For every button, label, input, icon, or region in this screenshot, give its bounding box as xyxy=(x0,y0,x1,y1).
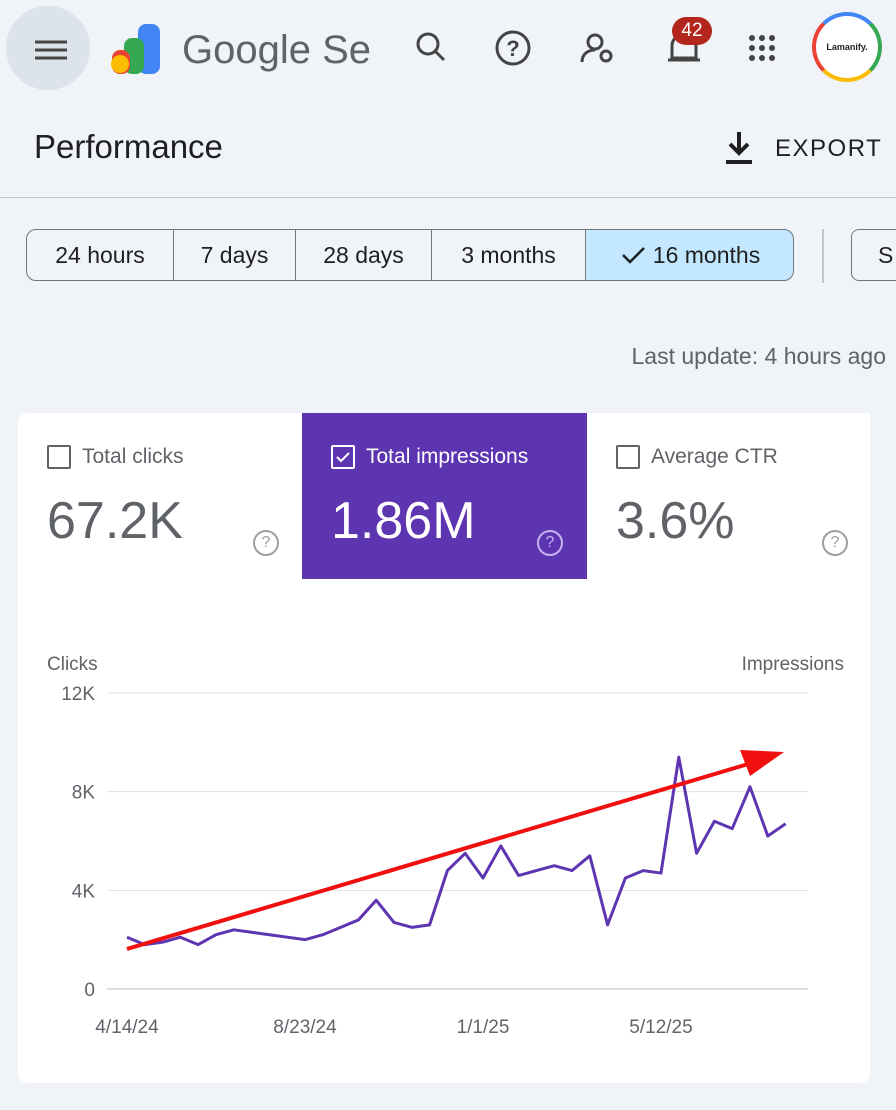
metric-card[interactable]: Total clicks 67.2K? xyxy=(18,413,302,579)
chart: Clicks Impressions 0 4K 8K 12K 4/14/24 8/23/2… xyxy=(47,654,844,1038)
x-tick-label: 5/12/25 xyxy=(629,1017,692,1038)
metric-label: Average CTR xyxy=(651,445,778,468)
filter-button[interactable]: 24 hours xyxy=(26,229,174,281)
check-icon xyxy=(336,452,350,463)
y2-axis-label: Impressions xyxy=(742,654,844,675)
metric-value: 1.86M xyxy=(331,492,476,550)
trend-arrow xyxy=(126,750,784,951)
metric-label: Total clicks xyxy=(82,445,184,468)
separator xyxy=(822,229,824,283)
help-icon: ? xyxy=(253,530,279,556)
divider xyxy=(0,197,896,198)
x-tick-label: 8/23/24 xyxy=(273,1017,337,1038)
metric-label: Total impressions xyxy=(366,445,529,468)
notification-badge: 42 xyxy=(672,17,712,45)
logo xyxy=(111,24,160,74)
avatar-text: Lamanify. xyxy=(826,42,868,52)
filter-label: 7 days xyxy=(200,241,269,268)
checkbox xyxy=(616,445,640,469)
y-tick-label: 8K xyxy=(72,783,96,804)
help-icon: ? xyxy=(822,530,848,556)
last-update: Last update: 4 hours ago xyxy=(631,343,886,369)
y-tick-label: 12K xyxy=(61,684,95,705)
filter-button[interactable]: 7 days xyxy=(173,229,296,281)
metric-value: 67.2K xyxy=(47,492,183,550)
metric-card[interactable]: Average CTR 3.6%? xyxy=(587,413,870,579)
metric-value: 3.6% xyxy=(616,492,735,550)
checkbox xyxy=(331,445,355,469)
filter-button[interactable]: 28 days xyxy=(295,229,432,281)
product-name: Google Se xyxy=(182,28,372,72)
y-tick-label: 4K xyxy=(72,881,96,902)
filter-label: 24 hours xyxy=(55,241,145,268)
menu-icon xyxy=(35,40,67,60)
y-axis-label: Clicks xyxy=(47,654,98,675)
filter-label: 28 days xyxy=(323,241,404,268)
help-icon: ? xyxy=(537,530,563,556)
checkbox xyxy=(47,445,71,469)
more-filter[interactable]: S xyxy=(851,229,896,281)
svg-text:?: ? xyxy=(506,36,519,61)
avatar[interactable]: Lamanify. xyxy=(812,12,882,82)
menu-button[interactable] xyxy=(6,6,90,90)
export-button[interactable]: EXPORT xyxy=(775,135,883,162)
filter-label: 3 months xyxy=(461,241,556,268)
filter-label: 16 months xyxy=(652,241,761,268)
filter-button[interactable]: 3 months xyxy=(431,229,586,281)
metric-card[interactable]: Total impressions 1.86M? xyxy=(302,413,587,579)
export-icon xyxy=(726,132,752,164)
data-line xyxy=(126,755,787,947)
filter-button[interactable]: 16 months xyxy=(585,229,794,281)
x-tick-label: 4/14/24 xyxy=(95,1017,159,1038)
check-icon xyxy=(621,247,645,264)
y-tick-label: 0 xyxy=(84,980,95,1001)
x-tick-label: 1/1/25 xyxy=(457,1017,510,1038)
toolbar-icons[interactable]: ? xyxy=(410,28,790,72)
page-title: Performance xyxy=(34,128,223,165)
